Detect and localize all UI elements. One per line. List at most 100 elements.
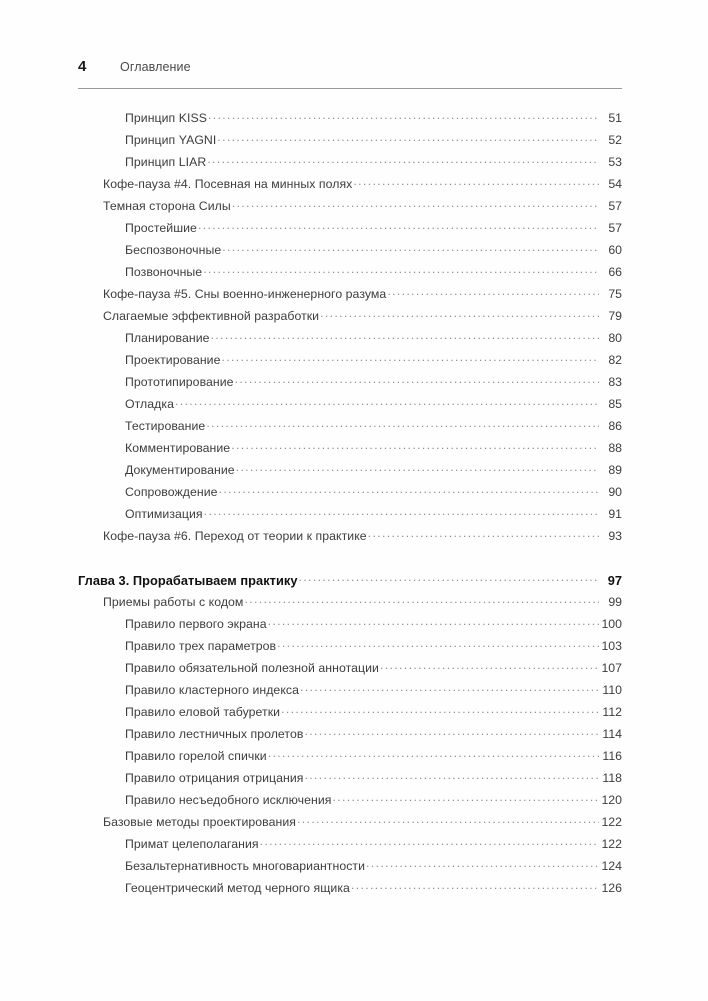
- toc-dot-leader: [175, 396, 599, 408]
- toc-chapter-entry[interactable]: Глава 3. Прорабатываем практику 97: [78, 572, 622, 594]
- toc-entry-page-number: 114: [602, 727, 622, 742]
- toc-entry-label: Правило трех параметров: [125, 639, 277, 654]
- toc-entry-page-number: 85: [608, 397, 622, 412]
- toc-dot-leader: [231, 440, 599, 452]
- toc-entry[interactable]: Комментирование 88: [78, 440, 622, 462]
- toc-dot-leader: [204, 506, 599, 518]
- running-head-rule: [78, 88, 622, 89]
- toc-entry-page-number: 60: [608, 243, 622, 258]
- toc-entry-page-number: 79: [608, 309, 622, 324]
- toc-entry[interactable]: Принцип KISS 51: [78, 110, 622, 132]
- running-head: 4 Оглавление: [78, 58, 622, 80]
- toc-entry[interactable]: Правило трех параметров 103: [78, 638, 622, 660]
- toc-entry-label: Тестирование: [125, 419, 206, 434]
- toc-entry[interactable]: Позвоночные 66: [78, 264, 622, 286]
- toc-entry[interactable]: Геоцентрический метод черного ящика 126: [78, 880, 622, 902]
- toc-entry-label: Беспозвоночные: [125, 243, 222, 258]
- toc-entry[interactable]: Тестирование 86: [78, 418, 622, 440]
- toc-entry-label: Слагаемые эффективной разработки: [103, 309, 320, 324]
- toc-dot-leader: [299, 572, 599, 585]
- toc-entry[interactable]: Правило первого экрана 100: [78, 616, 622, 638]
- toc-entry-page-number: 110: [602, 683, 622, 698]
- toc-entry-label: Прототипирование: [125, 375, 234, 390]
- toc-entry[interactable]: Планирование 80: [78, 330, 622, 352]
- toc-dot-leader: [207, 154, 599, 166]
- toc-entry-label: Правило горелой спички: [125, 749, 267, 764]
- toc-dot-leader: [304, 726, 599, 738]
- toc-entry[interactable]: Оптимизация 91: [78, 506, 622, 528]
- toc-entry[interactable]: Базовые методы проектирования 122: [78, 814, 622, 836]
- toc-entry[interactable]: Слагаемые эффективной разработки 79: [78, 308, 622, 330]
- toc-entry[interactable]: Документирование 89: [78, 462, 622, 484]
- toc-entry-page-number: 107: [601, 661, 622, 676]
- toc-entry-label: Приемы работы с кодом: [103, 595, 244, 610]
- toc-entry-page-number: 90: [608, 485, 622, 500]
- toc-entry-label: Документирование: [125, 463, 235, 478]
- toc-entry[interactable]: Прототипирование 83: [78, 374, 622, 396]
- toc-dot-leader: [277, 638, 599, 650]
- toc-entry-label: Правило еловой табуретки: [125, 705, 281, 720]
- toc-entry[interactable]: Примат целеполагания 122: [78, 836, 622, 858]
- toc-entry[interactable]: Правило несъедобного исключения 120: [78, 792, 622, 814]
- toc-entry-label: Правило отрицания отрицания: [125, 771, 304, 786]
- toc-entry-label: Кофе-пауза #6. Переход от теории к практ…: [103, 529, 367, 544]
- toc-entry[interactable]: Простейшие 57: [78, 220, 622, 242]
- toc-entry-page-number: 100: [601, 617, 622, 632]
- toc-entry[interactable]: Приемы работы с кодом 99: [78, 594, 622, 616]
- toc-dot-leader: [332, 792, 599, 804]
- toc-entry-page-number: 80: [608, 331, 622, 346]
- toc-entry-page-number: 54: [608, 177, 622, 192]
- toc-dot-leader: [203, 264, 599, 276]
- toc-entry[interactable]: Кофе-пауза #4. Посевная на минных полях 5…: [78, 176, 622, 198]
- toc-entry-label: Глава 3. Прорабатываем практику: [78, 572, 298, 588]
- toc-entry-label: Правило первого экрана: [125, 617, 267, 632]
- toc-entry[interactable]: Проектирование 82: [78, 352, 622, 374]
- toc-entry-page-number: 89: [608, 463, 622, 478]
- toc-dot-leader: [222, 242, 599, 254]
- toc-entry[interactable]: Правило горелой спички 116: [78, 748, 622, 770]
- toc-entry[interactable]: Правило лестничных пролетов 114: [78, 726, 622, 748]
- toc-entry-label: Кофе-пауза #5. Сны военно-инженерного ра…: [103, 287, 387, 302]
- toc-dot-leader: [211, 330, 599, 342]
- toc-entry[interactable]: Отладка 85: [78, 396, 622, 418]
- toc-entry[interactable]: Принцип LIAR 53: [78, 154, 622, 176]
- toc-entry-page-number: 122: [601, 815, 622, 830]
- toc-entry[interactable]: Темная сторона Силы 57: [78, 198, 622, 220]
- toc-entry[interactable]: Кофе-пауза #5. Сны военно-инженерного ра…: [78, 286, 622, 308]
- toc-entry[interactable]: Принцип YAGNI 52: [78, 132, 622, 154]
- toc-dot-leader: [268, 616, 599, 628]
- toc-entry[interactable]: Сопровождение 90: [78, 484, 622, 506]
- toc-entry-label: Принцип LIAR: [125, 155, 207, 170]
- toc-dot-leader: [387, 286, 599, 298]
- toc-dot-leader: [380, 660, 599, 672]
- toc-dot-leader: [304, 770, 599, 782]
- toc-entry-label: Правило кластерного индекса: [125, 683, 299, 698]
- toc-entry[interactable]: Безальтернативность многовариантности 124: [78, 858, 622, 880]
- toc-entry-label: Базовые методы проектирования: [103, 815, 296, 830]
- toc-entry-label: Простейшие: [125, 221, 197, 236]
- toc-entry-label: Планирование: [125, 331, 210, 346]
- toc-entry-label: Отладка: [125, 397, 174, 412]
- toc-dot-leader: [217, 132, 599, 144]
- toc-entry-page-number: 122: [601, 837, 622, 852]
- toc-entry[interactable]: Правило обязательной полезной аннотации 1…: [78, 660, 622, 682]
- toc-dot-leader: [244, 594, 599, 606]
- toc-entry-page-number: 57: [608, 199, 622, 214]
- toc-entry[interactable]: Правило кластерного индекса 110: [78, 682, 622, 704]
- toc-entry-page-number: 83: [608, 375, 622, 390]
- toc-entry[interactable]: Кофе-пауза #6. Переход от теории к практ…: [78, 528, 622, 550]
- toc-entry-label: Комментирование: [125, 441, 231, 456]
- toc-dot-leader: [366, 858, 599, 870]
- toc-dot-leader: [221, 352, 599, 364]
- toc-entry[interactable]: Беспозвоночные 60: [78, 242, 622, 264]
- toc-dot-leader: [232, 198, 599, 210]
- toc-entry-page-number: 116: [602, 749, 622, 764]
- toc-entry[interactable]: Правило еловой табуретки 112: [78, 704, 622, 726]
- toc-entry[interactable]: Правило отрицания отрицания 118: [78, 770, 622, 792]
- toc-entry-page-number: 66: [608, 265, 622, 280]
- toc-entry-page-number: 52: [608, 133, 622, 148]
- toc-entry-label: Правило несъедобного исключения: [125, 793, 332, 808]
- toc-entry-page-number: 93: [608, 529, 622, 544]
- toc-dot-leader: [206, 418, 599, 430]
